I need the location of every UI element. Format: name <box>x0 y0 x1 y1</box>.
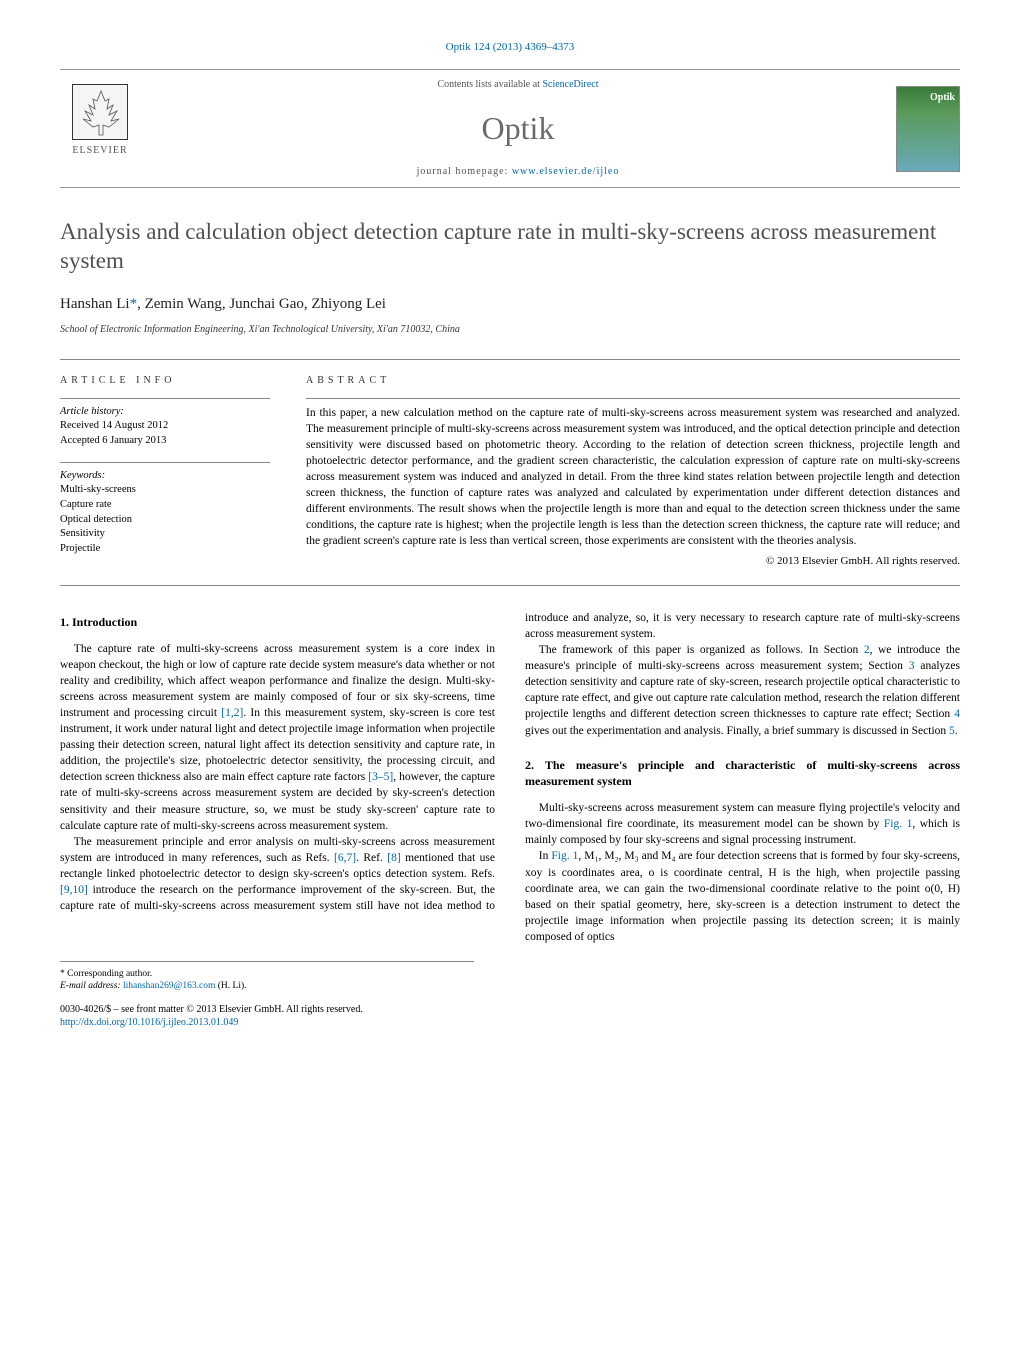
keyword: Multi-sky-screens <box>60 483 270 498</box>
section-link[interactable]: 4 <box>954 708 960 720</box>
corr-label: Corresponding author. <box>67 969 152 979</box>
article-title: Analysis and calculation object detectio… <box>60 218 960 276</box>
body-text: In <box>539 850 552 862</box>
keyword: Capture rate <box>60 498 270 513</box>
section-1-heading: 1. Introduction <box>60 614 495 631</box>
sciencedirect-link[interactable]: ScienceDirect <box>542 79 598 90</box>
ref-link[interactable]: [6,7] <box>334 852 356 864</box>
abstract-text: In this paper, a new calculation method … <box>306 407 960 548</box>
abstract-heading: ABSTRACT <box>306 374 960 388</box>
journal-cover-thumbnail <box>896 86 960 172</box>
body-columns: 1. Introduction The capture rate of mult… <box>60 610 960 945</box>
doi-block: 0030-4026/$ – see front matter © 2013 El… <box>60 1003 474 1030</box>
homepage-line: journal homepage: www.elsevier.de/ijleo <box>140 165 896 179</box>
keywords-label: Keywords: <box>60 469 270 484</box>
authors-rest: , Zemin Wang, Junchai Gao, Zhiyong Lei <box>137 296 386 312</box>
article-info-heading: ARTICLE INFO <box>60 374 270 388</box>
corresponding-footnote: * Corresponding author. E-mail address: … <box>60 961 474 993</box>
body-text: introduce the research on the performanc… <box>88 884 301 896</box>
email-link[interactable]: lihanshan269@163.com <box>123 981 215 991</box>
figure-link[interactable]: Fig. 1 <box>551 850 578 862</box>
accepted-date: Accepted 6 January 2013 <box>60 434 270 448</box>
section-2-heading: 2. The measure's principle and character… <box>525 757 960 791</box>
body-text: . Ref. <box>356 852 387 864</box>
body-text: The framework of this paper is organized… <box>539 644 864 656</box>
received-date: Received 14 August 2012 <box>60 419 270 433</box>
homepage-link[interactable]: www.elsevier.de/ijleo <box>512 166 620 177</box>
affiliation: School of Electronic Information Enginee… <box>60 323 960 337</box>
keyword: Optical detection <box>60 513 270 528</box>
journal-header: ELSEVIER Contents lists available at Sci… <box>60 69 960 188</box>
ref-link[interactable]: [8] <box>387 852 400 864</box>
keyword: Sensitivity <box>60 527 270 542</box>
abstract-copyright: © 2013 Elsevier GmbH. All rights reserve… <box>306 554 960 569</box>
figure-link[interactable]: Fig. 1 <box>884 818 912 830</box>
divider <box>60 585 960 586</box>
ref-link[interactable]: [1,2] <box>221 707 243 719</box>
article-info-sidebar: ARTICLE INFO Article history: Received 1… <box>60 374 270 571</box>
abstract: ABSTRACT In this paper, a new calculatio… <box>306 374 960 571</box>
contents-line: Contents lists available at ScienceDirec… <box>140 78 896 92</box>
front-matter-line: 0030-4026/$ – see front matter © 2013 El… <box>60 1004 363 1015</box>
body-text: , M₁, M₂, M₃ and M₄ are four detection s… <box>525 850 960 942</box>
history-label: Article history: <box>60 405 270 420</box>
divider <box>60 359 960 360</box>
email-who: (H. Li). <box>218 981 247 991</box>
contents-prefix: Contents lists available at <box>437 79 542 90</box>
author-first: Hanshan Li <box>60 296 130 312</box>
elsevier-tree-icon <box>72 84 128 140</box>
elsevier-name: ELSEVIER <box>72 144 127 158</box>
journal-reference: Optik 124 (2013) 4369–4373 <box>60 40 960 55</box>
journal-name: Optik <box>140 106 896 151</box>
doi-link[interactable]: http://dx.doi.org/10.1016/j.ijleo.2013.0… <box>60 1017 238 1028</box>
ref-link[interactable]: [9,10] <box>60 884 88 896</box>
body-text: gives out the experimentation and analys… <box>525 725 949 737</box>
body-text: . <box>955 725 958 737</box>
authors: Hanshan Li*, Zemin Wang, Junchai Gao, Zh… <box>60 294 960 315</box>
keyword: Projectile <box>60 542 270 557</box>
homepage-prefix: journal homepage: <box>417 166 512 177</box>
ref-link[interactable]: [3–5] <box>368 771 393 783</box>
elsevier-logo: ELSEVIER <box>60 84 140 174</box>
corresponding-marker[interactable]: * <box>130 296 138 312</box>
email-label: E-mail address: <box>60 981 121 991</box>
keywords-list: Multi-sky-screens Capture rate Optical d… <box>60 483 270 556</box>
